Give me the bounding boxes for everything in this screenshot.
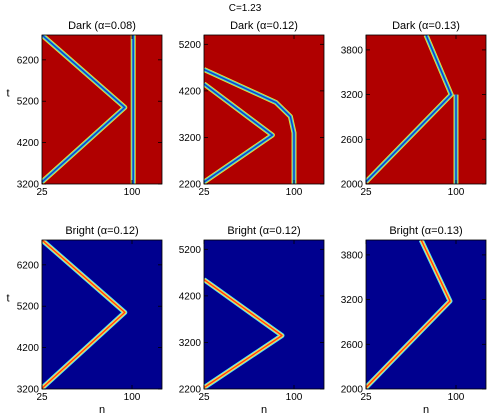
y-tick-label: 2200 bbox=[179, 180, 202, 191]
y-tick-label: 3200 bbox=[179, 338, 202, 349]
x-axis-label: n bbox=[261, 404, 267, 416]
panel-title: Dark (α=0.08) bbox=[68, 20, 136, 32]
panel-5: 25 100 2200 3200 4200 5200 Bright (α=0.12) n bbox=[179, 225, 325, 416]
trace-group bbox=[366, 35, 459, 184]
y-tick-label: 3200 bbox=[179, 133, 202, 144]
trace-group bbox=[366, 240, 453, 389]
x-axis-label: n bbox=[423, 404, 429, 416]
y-tick-label: 5200 bbox=[17, 302, 40, 313]
trace-group bbox=[42, 240, 128, 389]
y-tick-label: 5200 bbox=[179, 40, 202, 51]
y-tick-label: 6200 bbox=[17, 55, 40, 66]
x-tick-label: 100 bbox=[124, 392, 141, 403]
y-axis-label: t bbox=[6, 293, 9, 305]
x-tick-label: 25 bbox=[198, 392, 210, 403]
trace-group bbox=[42, 35, 136, 184]
y-tick-label: 3200 bbox=[17, 385, 40, 396]
y-tick-label: 4200 bbox=[179, 291, 202, 302]
trace-group bbox=[204, 277, 285, 389]
panel-background bbox=[42, 240, 162, 389]
trace-group bbox=[204, 67, 297, 184]
x-tick-label: 25 bbox=[360, 392, 372, 403]
y-tick-label: 5200 bbox=[17, 97, 40, 108]
trajectory-1-layer-3 bbox=[366, 240, 451, 388]
panel-background bbox=[204, 35, 324, 184]
y-tick-label: 2600 bbox=[341, 135, 364, 146]
y-tick-label: 3800 bbox=[341, 45, 364, 56]
trajectory-1-layer-3 bbox=[42, 240, 126, 389]
y-tick-label: 2600 bbox=[341, 340, 364, 351]
panel-background bbox=[42, 35, 162, 184]
x-tick-label: 100 bbox=[448, 392, 465, 403]
y-tick-label: 4200 bbox=[17, 138, 40, 149]
x-tick-label: 100 bbox=[286, 187, 303, 198]
panel-4: 25 100 3200 4200 5200 6200 Bright (α=0.12) n t bbox=[6, 225, 163, 416]
y-axis-label: t bbox=[6, 88, 9, 100]
y-tick-label: 6200 bbox=[17, 260, 40, 271]
x-tick-label: 25 bbox=[198, 187, 210, 198]
trajectory-2-layer-3 bbox=[204, 68, 295, 184]
panel-title: Bright (α=0.13) bbox=[389, 225, 462, 237]
x-tick-label: 25 bbox=[360, 187, 372, 198]
y-tick-label: 3200 bbox=[341, 90, 364, 101]
y-tick-label: 2000 bbox=[341, 385, 364, 396]
panel-title: Dark (α=0.13) bbox=[392, 20, 460, 32]
panels-group: 25 100 3200 4200 5200 6200 Dark (α=0.08) t 25 100… bbox=[6, 20, 487, 416]
panel-frame bbox=[365, 239, 487, 390]
trajectory-1-layer-3 bbox=[42, 35, 126, 183]
y-tick-label: 4200 bbox=[17, 343, 40, 354]
panel-background bbox=[204, 240, 324, 389]
y-tick-label: 3200 bbox=[341, 295, 364, 306]
panel-frame bbox=[203, 34, 325, 185]
panel-6: 25 100 2000 2600 3200 3800 Bright (α=0.13) n bbox=[341, 225, 487, 416]
panel-frame bbox=[365, 34, 487, 185]
x-tick-label: 25 bbox=[36, 392, 48, 403]
x-tick-label: 100 bbox=[448, 187, 465, 198]
y-tick-label: 4200 bbox=[179, 86, 202, 97]
trajectory-1-layer-3 bbox=[204, 83, 274, 183]
trajectory-1-layer-3 bbox=[366, 35, 452, 183]
y-tick-label: 3200 bbox=[17, 180, 40, 191]
panel-2: 25 100 2200 3200 4200 5200 Dark (α=0.12) bbox=[179, 20, 325, 198]
figure-suptitle: C=1.23 bbox=[229, 3, 262, 14]
x-tick-label: 25 bbox=[36, 187, 48, 198]
y-tick-label: 2000 bbox=[341, 180, 364, 191]
x-tick-label: 100 bbox=[124, 187, 141, 198]
panel-frame bbox=[41, 239, 163, 390]
panel-title: Bright (α=0.12) bbox=[65, 225, 138, 237]
panel-title: Bright (α=0.12) bbox=[227, 225, 300, 237]
x-axis-label: n bbox=[99, 404, 105, 416]
y-tick-label: 3800 bbox=[341, 250, 364, 261]
y-tick-label: 5200 bbox=[179, 245, 202, 256]
x-tick-label: 100 bbox=[286, 392, 303, 403]
panel-1: 25 100 3200 4200 5200 6200 Dark (α=0.08) t bbox=[6, 20, 163, 198]
trajectory-1-layer-3 bbox=[204, 279, 283, 389]
y-tick-label: 2200 bbox=[179, 385, 202, 396]
panel-frame bbox=[203, 239, 325, 390]
panel-title: Dark (α=0.12) bbox=[230, 20, 298, 32]
panel-3: 25 100 2000 2600 3200 3800 Dark (α=0.13) bbox=[341, 20, 487, 198]
panel-frame bbox=[41, 34, 163, 185]
